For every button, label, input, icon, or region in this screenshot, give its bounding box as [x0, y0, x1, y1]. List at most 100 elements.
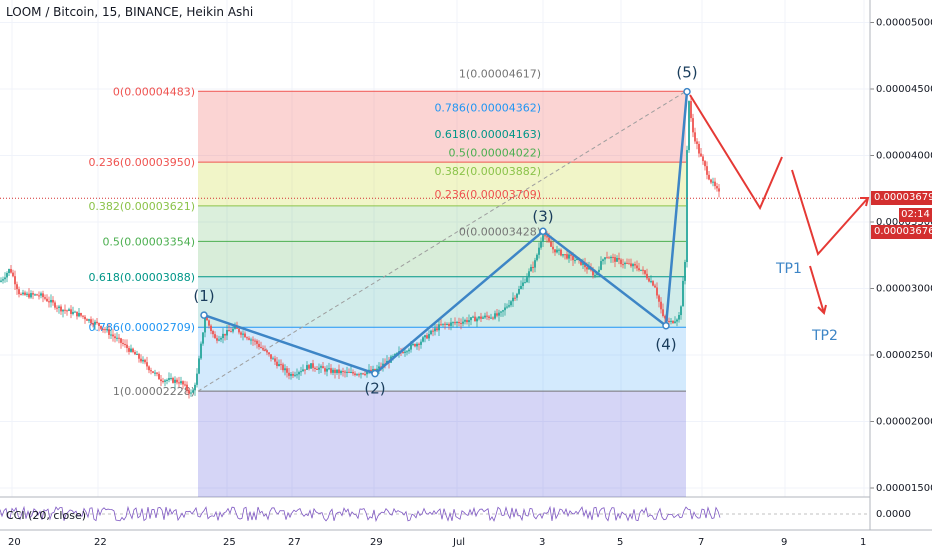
candle-body [152, 371, 154, 373]
bar-countdown-tag: 02:14 [899, 208, 932, 222]
candle-body [148, 366, 150, 371]
candle-body [608, 257, 610, 259]
candle-body [576, 258, 578, 261]
candle-body [4, 277, 6, 280]
candle-body [56, 307, 58, 309]
candle-body [98, 322, 100, 326]
candle-body [544, 235, 546, 237]
candle-body [300, 371, 302, 373]
candle-body [712, 181, 714, 183]
candle-body [26, 293, 28, 295]
candle-body [292, 374, 294, 376]
candle-body [408, 349, 410, 352]
y-axis-tick-label: 0.00001500 [876, 483, 932, 494]
candle-body [602, 259, 604, 262]
candle-body [432, 330, 434, 332]
candle-body [662, 309, 664, 317]
cci-indicator-label: CCI (20, close) [6, 509, 87, 522]
candle-body [78, 313, 80, 317]
fib-trend-line [197, 90, 687, 392]
candle-body [178, 382, 180, 384]
candle-body [254, 340, 256, 342]
candle-body [616, 258, 618, 262]
candle-body [492, 317, 494, 319]
candle-body [450, 322, 452, 326]
y-axis-tick-label: 0.00004500 [876, 84, 932, 95]
candle-body [120, 338, 122, 343]
candle-body [272, 358, 274, 360]
fib-extension-label: 0(0.00003428) [459, 226, 541, 239]
candle-body [134, 351, 136, 355]
candle-body [156, 372, 158, 374]
candle-body [638, 268, 640, 271]
candle-body [28, 293, 30, 298]
candle-body [270, 354, 272, 359]
candle-body [410, 344, 412, 350]
candle-body [690, 101, 692, 119]
candle-body [656, 287, 658, 296]
candle-body [350, 371, 352, 373]
x-axis-tick-label: 22 [94, 537, 107, 548]
projection-arrowhead-down [817, 304, 827, 315]
candle-body [472, 316, 474, 318]
candle-body [280, 364, 282, 366]
wave-pivot-marker [200, 311, 208, 319]
candle-body [182, 381, 184, 385]
candle-body [468, 320, 470, 323]
candle-body [10, 269, 12, 273]
candle-body [312, 363, 314, 368]
candle-body [324, 368, 326, 372]
candle-body [82, 315, 84, 317]
candle-body [566, 254, 568, 259]
candle-body [60, 306, 62, 312]
candle-body [202, 332, 204, 344]
projection-to-upside [791, 169, 869, 256]
candle-body [66, 310, 68, 312]
candle-body [284, 368, 286, 371]
candle-body [434, 328, 436, 332]
candle-body [650, 281, 652, 283]
fib-extension-label: 0.382(0.00003882) [434, 165, 541, 178]
candle-body [552, 246, 554, 250]
candle-body [282, 364, 284, 371]
fib-band [198, 205, 686, 242]
fib-level-label: 0(0.00004483) [113, 85, 195, 98]
wave-pivot-marker [539, 227, 547, 236]
fib-level-label: 0.786(0.00002709) [88, 321, 195, 334]
candle-body [684, 262, 686, 281]
candle-body [92, 323, 94, 325]
candle-body [136, 353, 138, 355]
candle-body [358, 374, 360, 376]
candle-body [246, 337, 248, 339]
candle-body [90, 319, 92, 324]
candle-body [306, 365, 308, 370]
candle-body [248, 338, 250, 340]
candle-body [332, 369, 334, 373]
candle-body [558, 249, 560, 251]
candle-body [150, 370, 152, 372]
candle-body [214, 334, 216, 339]
candle-body [538, 247, 540, 255]
candle-body [520, 285, 522, 289]
tp2-label: TP2 [811, 328, 838, 344]
candle-body [506, 306, 508, 308]
candle-body [230, 331, 232, 333]
candle-body [132, 348, 134, 352]
fib-extension-label: 0.5(0.00004022) [448, 147, 541, 160]
candle-body [310, 363, 312, 369]
candle-body [196, 373, 198, 385]
candle-body [346, 371, 348, 373]
x-axis-tick-label: 3 [539, 537, 545, 548]
second-price-tag: 0.00003676 [871, 225, 932, 239]
candle-body [560, 249, 562, 256]
candle-body [436, 328, 438, 331]
candle-body [362, 373, 364, 375]
fib-extension-label: 0.618(0.00004163) [434, 128, 541, 141]
candle-body [494, 313, 496, 319]
candle-body [192, 390, 194, 393]
candle-body [114, 336, 116, 339]
candle-body [652, 281, 654, 286]
candle-body [204, 317, 206, 333]
candle-body [276, 361, 278, 366]
